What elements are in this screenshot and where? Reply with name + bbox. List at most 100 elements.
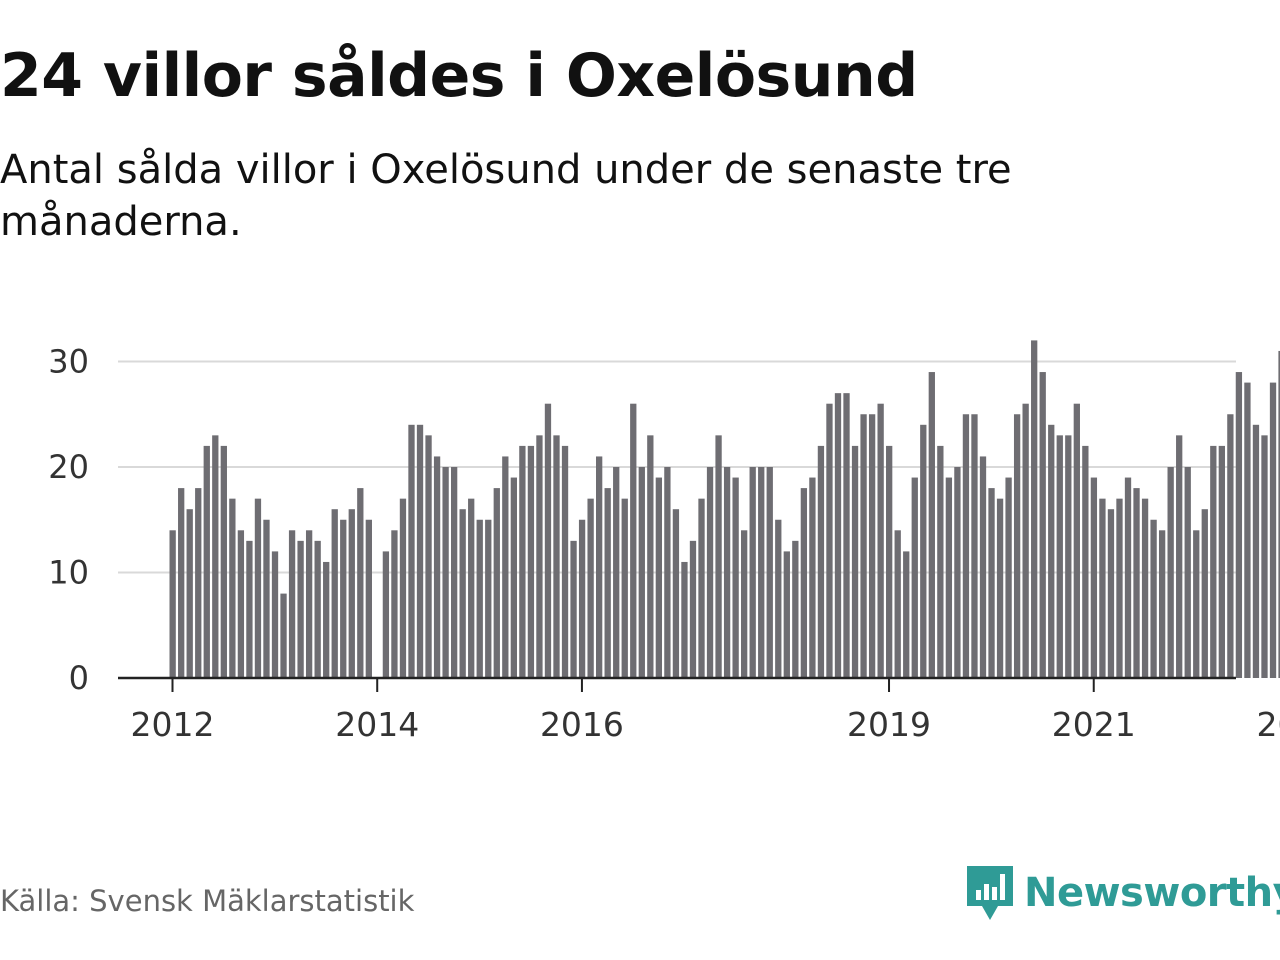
bar	[1150, 519, 1157, 678]
y-tick-label: 20	[48, 448, 89, 486]
bar	[357, 488, 364, 678]
y-tick-label: 30	[48, 343, 89, 381]
bar	[416, 424, 424, 678]
bar	[578, 519, 586, 678]
x-tick-label: 2019	[847, 705, 931, 744]
bar	[928, 372, 935, 678]
bar	[741, 530, 748, 678]
bar-chart: 010203020122014201620192021202324	[48, 340, 1280, 744]
brand-logo: Newsworthy	[964, 862, 1280, 924]
bar	[1116, 498, 1123, 678]
bar	[1176, 435, 1183, 678]
bar	[979, 456, 987, 678]
bar	[920, 424, 927, 678]
x-tick-label: 2014	[335, 705, 419, 744]
bar	[229, 498, 236, 678]
bar	[1201, 509, 1208, 678]
bar	[570, 540, 577, 678]
bar	[996, 498, 1004, 678]
bar	[433, 456, 441, 678]
bar	[723, 467, 731, 678]
bar	[1039, 372, 1046, 678]
bar	[1056, 435, 1063, 678]
bar	[596, 456, 603, 678]
bar	[894, 530, 901, 678]
bar	[792, 540, 799, 678]
bar	[1252, 424, 1260, 678]
bar	[271, 551, 279, 678]
bar	[246, 540, 253, 678]
y-tick-label: 0	[69, 659, 89, 697]
bar	[1107, 509, 1115, 678]
bar	[178, 488, 185, 678]
newsworthy-logo-icon	[967, 866, 1013, 920]
bar	[527, 445, 535, 678]
bar	[698, 498, 705, 678]
bar	[1133, 488, 1140, 678]
bar	[613, 467, 620, 678]
bar	[212, 435, 219, 678]
bar	[749, 467, 756, 678]
bar	[1124, 477, 1132, 678]
bar	[305, 530, 313, 678]
bar	[783, 551, 790, 678]
x-tick-label: 2021	[1052, 705, 1136, 744]
bar	[1099, 498, 1106, 678]
chart-subtitle: Antal sålda villor i Oxelösund under de …	[0, 147, 1012, 245]
x-tick-label: 2016	[540, 705, 624, 744]
bar	[169, 530, 176, 678]
x-tick-label: 2012	[131, 705, 215, 744]
bar	[826, 403, 833, 678]
bar	[1244, 382, 1251, 678]
bar	[186, 509, 193, 678]
bar	[1269, 382, 1277, 678]
bar	[237, 530, 245, 678]
bar	[758, 467, 765, 678]
bar	[971, 414, 978, 678]
bar	[1013, 414, 1021, 678]
bar	[732, 477, 739, 678]
bar	[630, 403, 637, 678]
bar	[766, 467, 773, 678]
bar	[954, 467, 961, 678]
bar	[1082, 445, 1089, 678]
bar	[476, 519, 483, 678]
bar	[647, 435, 654, 678]
bar	[1278, 350, 1280, 678]
bar	[442, 467, 449, 678]
bar	[706, 467, 714, 678]
bar	[1158, 530, 1166, 678]
bar	[314, 540, 321, 678]
bar	[988, 488, 995, 678]
bar	[519, 445, 526, 678]
bar	[834, 393, 842, 678]
bar	[382, 551, 390, 678]
bar	[851, 445, 859, 678]
bar	[1141, 498, 1149, 678]
bar	[681, 561, 688, 678]
bar	[561, 445, 569, 678]
bar	[468, 498, 475, 678]
bar	[450, 467, 458, 678]
bar	[348, 509, 355, 678]
bar	[1227, 414, 1234, 678]
bar	[288, 530, 296, 678]
bar	[263, 519, 270, 678]
bar	[280, 593, 287, 678]
bar	[715, 435, 722, 678]
brand-name: Newsworthy	[1024, 870, 1280, 916]
bar	[220, 445, 227, 678]
bar	[536, 435, 543, 678]
bar	[365, 519, 372, 678]
bar	[817, 445, 825, 678]
bar	[391, 530, 398, 678]
bar	[655, 477, 663, 678]
bar	[408, 424, 415, 678]
bar	[903, 551, 910, 678]
bar	[544, 403, 552, 678]
bar	[775, 519, 782, 678]
bar	[843, 393, 850, 678]
x-tick-label: 2023	[1256, 705, 1280, 744]
bar	[254, 498, 262, 678]
bar	[1048, 424, 1055, 678]
